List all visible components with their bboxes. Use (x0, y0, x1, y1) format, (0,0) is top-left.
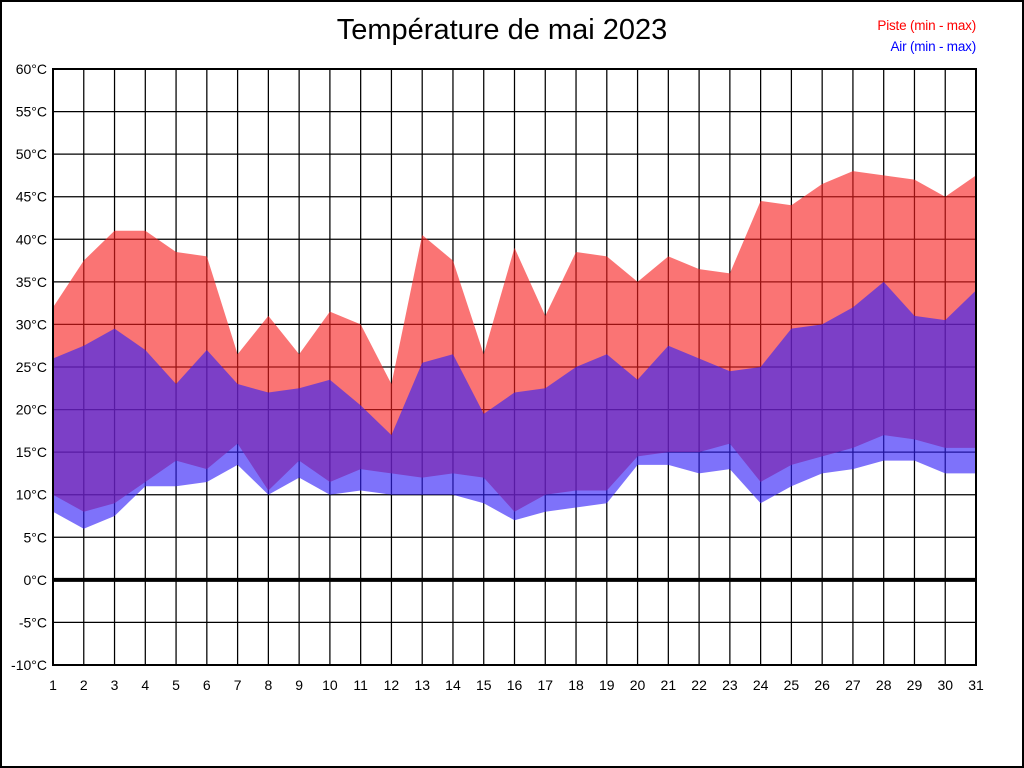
x-tick-label: 26 (814, 677, 830, 693)
x-tick-label: 6 (203, 677, 211, 693)
x-tick-label: 14 (445, 677, 461, 693)
x-tick-label: 18 (568, 677, 584, 693)
x-tick-label: 12 (384, 677, 400, 693)
x-tick-label: 28 (876, 677, 892, 693)
x-tick-label: 7 (234, 677, 242, 693)
x-tick-label: 13 (414, 677, 430, 693)
x-tick-label: 5 (172, 677, 180, 693)
y-tick-label: 25°C (16, 359, 47, 375)
y-tick-label: 50°C (16, 146, 47, 162)
y-tick-label: 10°C (16, 487, 47, 503)
x-tick-label: 27 (845, 677, 861, 693)
y-tick-label: 60°C (16, 61, 47, 77)
chart-title: Température de mai 2023 (336, 14, 668, 46)
x-tick-label: 15 (476, 677, 492, 693)
x-tick-label: 25 (784, 677, 800, 693)
plot-border (52, 68, 977, 666)
y-tick-label: 30°C (16, 316, 47, 332)
legend: Piste (min - max) Air (min - max) (877, 15, 976, 57)
x-tick-label: 9 (295, 677, 303, 693)
y-tick-label: -5°C (19, 614, 47, 630)
x-tick-label: 19 (599, 677, 615, 693)
y-tick-label: 0°C (24, 572, 48, 588)
y-tick-label: 35°C (16, 274, 47, 290)
x-tick-label: 29 (907, 677, 923, 693)
x-tick-label: 3 (111, 677, 119, 693)
y-tick-label: 15°C (16, 444, 47, 460)
y-tick-label: 20°C (16, 402, 47, 418)
x-tick-label: 16 (507, 677, 523, 693)
x-tick-label: 21 (661, 677, 677, 693)
y-tick-label: 5°C (24, 529, 48, 545)
x-tick-label: 2 (80, 677, 88, 693)
legend-item-piste: Piste (min - max) (877, 18, 976, 33)
x-tick-label: 20 (630, 677, 646, 693)
x-tick-label: 31 (968, 677, 984, 693)
x-tick-label: 1 (49, 677, 57, 693)
x-tick-label: 22 (691, 677, 707, 693)
y-tick-label: 45°C (16, 189, 47, 205)
legend-item-air: Air (min - max) (890, 39, 977, 54)
x-tick-label: 23 (722, 677, 738, 693)
x-tick-label: 17 (537, 677, 553, 693)
x-tick-label: 10 (322, 677, 338, 693)
x-tick-label: 24 (753, 677, 769, 693)
x-tick-label: 8 (264, 677, 272, 693)
y-tick-label: 55°C (16, 104, 47, 120)
y-tick-label: -10°C (11, 657, 47, 673)
x-tick-label: 4 (141, 677, 149, 693)
x-tick-label: 30 (937, 677, 953, 693)
air-minmax-band (53, 281, 976, 529)
y-tick-label: 40°C (16, 231, 47, 247)
x-tick-label: 11 (353, 677, 368, 693)
